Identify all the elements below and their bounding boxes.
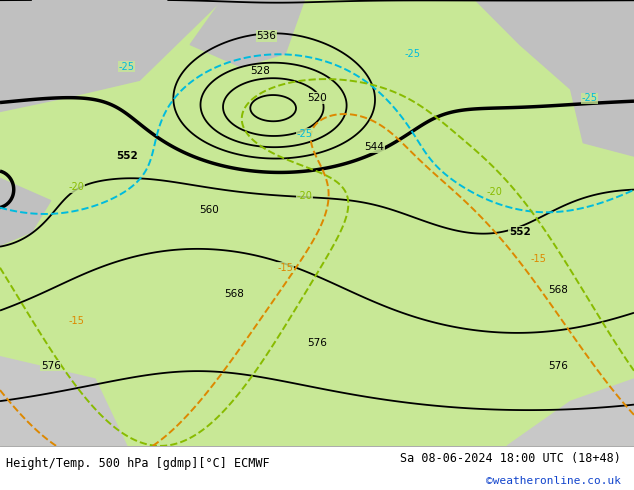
Polygon shape (0, 0, 222, 112)
Text: -20: -20 (486, 187, 503, 197)
Text: 568: 568 (548, 285, 568, 295)
Text: -15: -15 (68, 316, 84, 326)
Text: 576: 576 (41, 361, 61, 370)
Text: -25: -25 (296, 129, 313, 139)
Polygon shape (190, 0, 304, 67)
Polygon shape (476, 0, 634, 112)
Text: 568: 568 (224, 289, 245, 299)
Text: Sa 08-06-2024 18:00 UTC (18+48): Sa 08-06-2024 18:00 UTC (18+48) (401, 452, 621, 465)
Text: -20: -20 (296, 191, 313, 201)
Text: 560: 560 (199, 204, 219, 215)
Text: -15: -15 (531, 254, 547, 264)
Text: -15: -15 (277, 263, 294, 272)
Text: 576: 576 (548, 361, 568, 370)
Text: 544: 544 (364, 142, 384, 152)
Text: ©weatheronline.co.uk: ©weatheronline.co.uk (486, 476, 621, 486)
Text: 520: 520 (307, 93, 327, 103)
Text: -20: -20 (68, 182, 84, 192)
Text: -25: -25 (581, 93, 598, 103)
Text: 552: 552 (509, 227, 531, 237)
Polygon shape (0, 178, 51, 245)
Text: 528: 528 (250, 66, 270, 76)
Text: 536: 536 (256, 31, 276, 41)
Text: Height/Temp. 500 hPa [gdmp][°C] ECMWF: Height/Temp. 500 hPa [gdmp][°C] ECMWF (6, 457, 270, 469)
Polygon shape (571, 89, 634, 156)
Polygon shape (0, 357, 127, 446)
Polygon shape (507, 379, 634, 446)
Text: -25: -25 (119, 62, 135, 72)
Text: 552: 552 (116, 151, 138, 161)
Text: 576: 576 (307, 338, 327, 348)
Text: -25: -25 (404, 49, 420, 58)
